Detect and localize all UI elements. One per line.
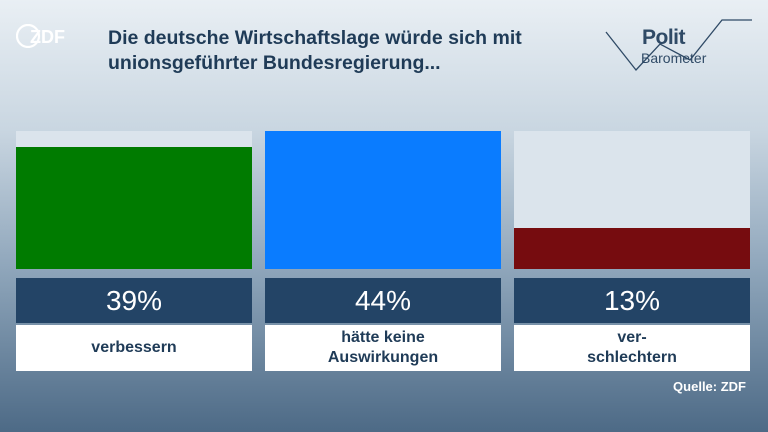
politbarometer-logo: Polit Barometer — [604, 14, 754, 78]
data-label: 13% — [514, 278, 750, 323]
barometer-wordmark: Barometer — [641, 50, 707, 66]
data-label: 39% — [16, 278, 252, 323]
zdf-logo-text: ZDF — [30, 27, 65, 47]
politbarometer-graph-icon — [605, 19, 752, 72]
zdf-logo-icon: ZDF — [16, 24, 65, 48]
page-title: Die deutsche Wirtschaftslage würde sich … — [108, 27, 522, 74]
category-label: ver- schlechtern — [514, 325, 750, 371]
polit-wordmark: Polit — [642, 26, 686, 49]
category-label: verbessern — [16, 325, 252, 371]
source-note: Quelle: ZDF — [673, 379, 746, 394]
category-label: hätte keine Auswirkungen — [265, 325, 501, 371]
bar — [514, 228, 750, 269]
data-label: 44% — [265, 278, 501, 323]
bar — [265, 131, 501, 269]
bar — [16, 147, 252, 269]
